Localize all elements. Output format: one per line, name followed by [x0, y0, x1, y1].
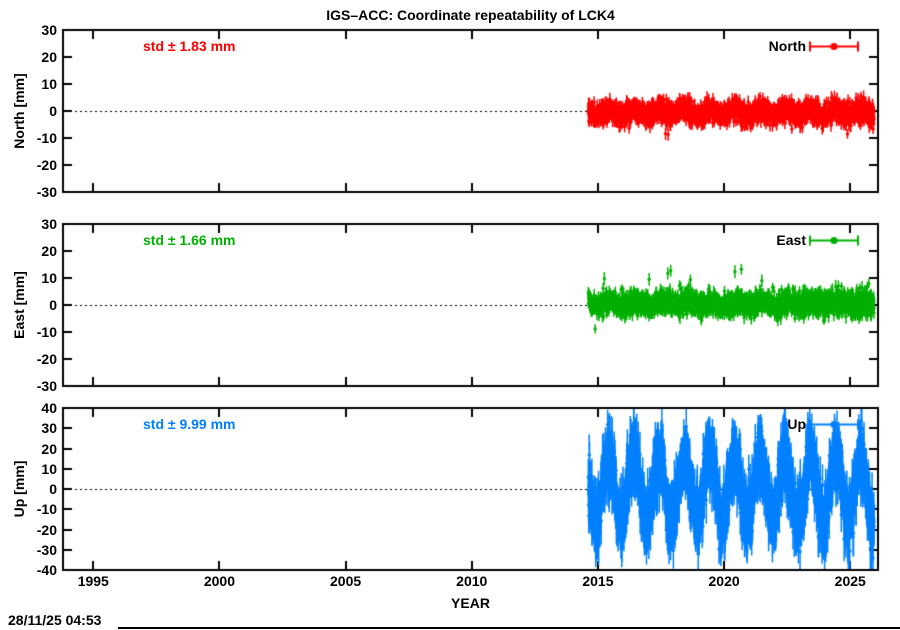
y-tick-label: 0 [49, 481, 57, 497]
y-tick-label: 10 [41, 270, 57, 286]
y-tick-label: 30 [41, 420, 57, 437]
y-tick-label: 10 [41, 76, 57, 92]
y-tick-label: -30 [36, 378, 57, 394]
y-tick-label: 30 [41, 216, 57, 232]
x-tick-label: 2005 [330, 573, 362, 589]
y-tick-label: 40 [41, 400, 57, 416]
y-tick-label: 0 [49, 103, 57, 119]
x-tick-label: 2015 [582, 573, 614, 589]
north-legend-label: North [768, 38, 806, 54]
x-tick-label: 2010 [456, 573, 488, 589]
y-tick-label: 10 [41, 460, 57, 477]
bottom-divider [118, 627, 900, 629]
y-tick-label: -40 [36, 562, 57, 578]
y-tick-label: 20 [41, 243, 57, 259]
x-tick-label: 2020 [708, 573, 740, 589]
up-legend-label: Up [787, 416, 806, 432]
y-tick-label: 0 [49, 297, 57, 313]
y-tick-label: -20 [36, 521, 57, 538]
y-tick-label: 20 [41, 49, 57, 65]
y-tick-label: -10 [36, 501, 57, 518]
timestamp: 28/11/25 04:53 [8, 612, 102, 628]
y-tick-label: -30 [36, 184, 57, 200]
up-std-label: std ± 9.99 mm [143, 416, 236, 432]
y-tick-label: -10 [36, 324, 57, 340]
north-std-label: std ± 1.83 mm [143, 38, 236, 54]
y-tick-label: -30 [36, 541, 57, 558]
x-tick-label: 2000 [203, 573, 236, 589]
y-tick-label: -20 [36, 351, 57, 367]
y-tick-label: 30 [41, 22, 57, 38]
y-tick-label: -20 [36, 157, 57, 173]
y-tick-label: -10 [36, 130, 57, 146]
chart-title: IGS–ACC: Coordinate repeatability of LCK… [326, 7, 615, 23]
y-tick-label: 20 [41, 440, 57, 457]
east-legend-label: East [776, 232, 806, 248]
east-std-label: std ± 1.66 mm [143, 232, 236, 248]
x-tick-label: 2025 [834, 573, 866, 589]
x-axis-label: YEAR [451, 595, 490, 611]
x-tick-label: 1995 [77, 573, 109, 589]
